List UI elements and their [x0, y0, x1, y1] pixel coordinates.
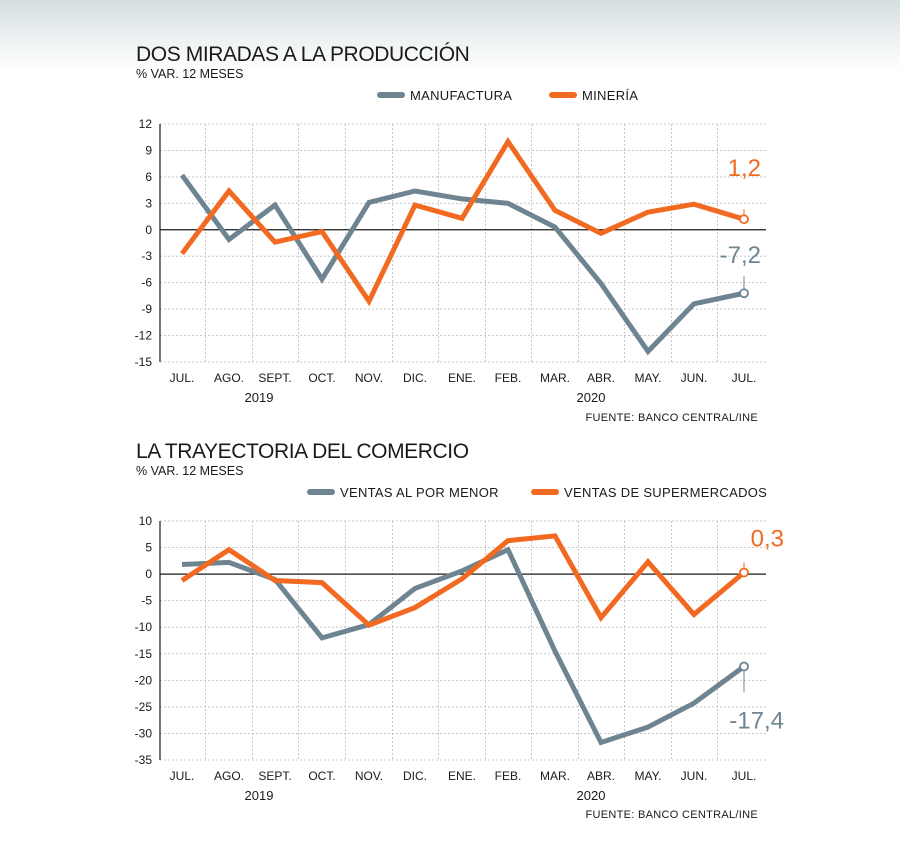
chart-2-xtick-label: DIC. — [403, 769, 427, 783]
chart-1-xtick-label: DIC. — [403, 371, 427, 385]
chart-2-callout-label: 0,3 — [751, 526, 784, 553]
chart-2-plot: 10 5 0 -5 -10 -15 -20 -25 -30 -35 JUL. AGO. SEPT. OCT… — [135, 485, 784, 803]
chart-2-xtick-label: MAR. — [540, 769, 570, 783]
chart-1-ytick-label: -6 — [141, 276, 152, 290]
chart-1-series-line — [179, 173, 745, 356]
chart-1-ytick-label: -9 — [141, 302, 152, 316]
chart-1-xtick-label: AGO. — [214, 371, 244, 385]
chart-2-xtick-label: JUL. — [732, 769, 757, 783]
chart-2-xtick-label: ABR. — [587, 769, 615, 783]
chart-1-ytick-label: 3 — [145, 196, 152, 210]
chart-2-ytick-label: -30 — [135, 726, 153, 740]
chart-2-callout-label: -17,4 — [729, 708, 784, 735]
chart-2-ytick-label: -10 — [135, 620, 153, 634]
chart-2-xtick-label: SEPT. — [258, 769, 291, 783]
chart-2-xtick-label: JUN. — [681, 769, 708, 783]
header-band — [0, 0, 900, 72]
chart-1-xtick-label: OCT. — [308, 371, 335, 385]
chart-1-callout-label: 1,2 — [728, 155, 761, 182]
chart-1-xtick-label: JUL. — [732, 371, 757, 385]
chart-1-xtick-label: MAR. — [540, 371, 570, 385]
chart-2-ytick-label: 10 — [139, 514, 153, 528]
chart-1-ytick-label: -3 — [141, 249, 152, 263]
chart-2-year-label: 2019 — [245, 788, 274, 803]
chart-1-legend-label: MINERÍA — [582, 88, 638, 103]
chart-1-endpoint-marker — [739, 288, 749, 299]
chart-2-endpoint-marker — [739, 661, 749, 672]
chart-1-xtick-label: MAY. — [635, 371, 662, 385]
chart-2-legend-label: VENTAS DE SUPERMERCADOS — [564, 485, 767, 500]
chart-1-plot: 12 9 6 3 0 -3 -6 -9 -12 -15 JUL. AGO. SEPT. OCT. NOV. D… — [135, 88, 766, 405]
chart-2-title: LA TRAYECTORIA DEL COMERCIO — [136, 440, 469, 463]
chart-1-ytick-label: 12 — [139, 117, 153, 131]
chart-2-xtick-label: FEB. — [495, 769, 522, 783]
chart-1-xtick-label: ABR. — [587, 371, 615, 385]
chart-2-xtick-label: JUL. — [170, 769, 195, 783]
chart-1-xtick-label: SEPT. — [258, 371, 291, 385]
chart-2-ytick-label: 0 — [145, 567, 152, 581]
chart-1-xtick-label: JUN. — [681, 371, 708, 385]
chart-1-xtick-label: FEB. — [495, 371, 522, 385]
chart-2-legend-label: VENTAS AL POR MENOR — [340, 485, 499, 500]
chart-1-ytick-label: 9 — [145, 143, 152, 157]
chart-1-legend-label: MANUFACTURA — [410, 88, 512, 103]
chart-2-xtick-label: AGO. — [214, 769, 244, 783]
chart-1-subtitle: % VAR. 12 MESES — [136, 67, 243, 81]
chart-2-xtick-label: MAY. — [635, 769, 662, 783]
chart-1-ytick-label: -15 — [135, 355, 153, 369]
chart-2-ytick-label: -5 — [141, 594, 152, 608]
chart-1-endpoint-marker — [739, 214, 749, 225]
chart-1-xtick-label: ENE. — [448, 371, 476, 385]
chart-2-xtick-label: OCT. — [308, 769, 335, 783]
chart-1-ytick-label: 0 — [145, 223, 152, 237]
chart-2-ytick-label: -25 — [135, 700, 153, 714]
chart-1-xtick-label: NOV. — [355, 371, 383, 385]
chart-2-ytick-label: 5 — [145, 541, 152, 555]
chart-2-ytick-label: -15 — [135, 647, 153, 661]
chart-2-xtick-label: ENE. — [448, 769, 476, 783]
chart-2-ytick-label: -35 — [135, 753, 153, 767]
chart-2-subtitle: % VAR. 12 MESES — [136, 464, 243, 478]
chart-2-endpoint-marker — [739, 567, 749, 578]
chart-1-ytick-label: 6 — [145, 170, 152, 184]
chart-1-xtick-label: JUL. — [170, 371, 195, 385]
chart-1-callout-label: -7,2 — [720, 242, 761, 269]
chart-2-source: FUENTE: BANCO CENTRAL/INE — [585, 809, 758, 821]
chart-2-year-label: 2020 — [577, 788, 606, 803]
chart-1-year-label: 2019 — [245, 390, 274, 405]
chart-1-source: FUENTE: BANCO CENTRAL/INE — [585, 412, 758, 424]
chart-1-series-line — [180, 136, 745, 307]
chart-1-title: DOS MIRADAS A LA PRODUCCIÓN — [136, 43, 469, 66]
chart-2-ytick-label: -20 — [135, 673, 153, 687]
chart-2-xtick-label: NOV. — [355, 769, 383, 783]
chart-2-series-line — [180, 533, 746, 628]
chart-1-ytick-label: -12 — [135, 329, 153, 343]
chart-1-year-label: 2020 — [577, 390, 606, 405]
